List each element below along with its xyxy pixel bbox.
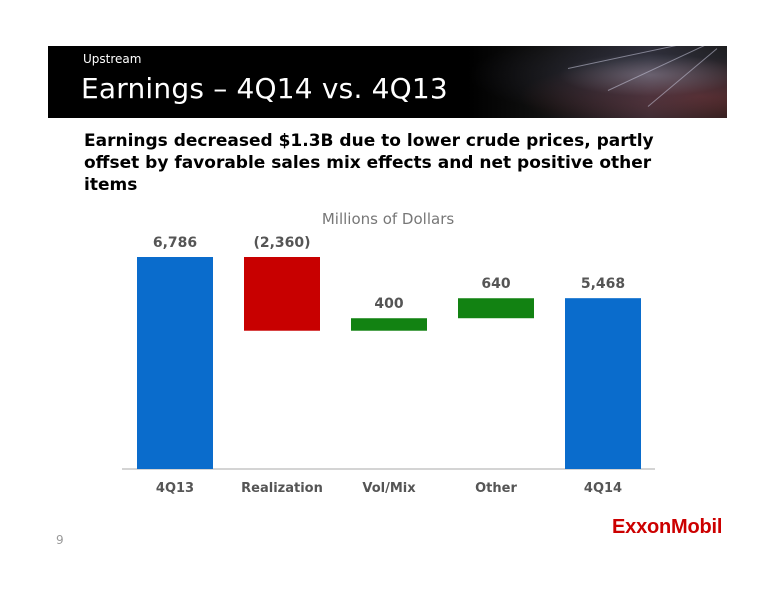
bar-realization: [244, 257, 320, 331]
section-label: Upstream: [83, 52, 142, 66]
header-banner: Upstream Earnings – 4Q14 vs. 4Q13: [48, 46, 727, 118]
page-number: 9: [56, 533, 64, 547]
slide-subtitle: Earnings decreased $1.3B due to lower cr…: [84, 131, 654, 195]
value-label: 640: [481, 276, 510, 292]
value-label: (2,360): [253, 235, 310, 251]
bar-4q14: [565, 298, 641, 469]
bar-4q13: [137, 257, 213, 469]
chart-title: Millions of Dollars: [322, 210, 455, 228]
value-label: 400: [374, 296, 403, 312]
bar-other: [458, 298, 534, 319]
x-tick-label: 4Q13: [156, 481, 194, 496]
value-label: 5,468: [581, 276, 625, 292]
page-title: Earnings – 4Q14 vs. 4Q13: [81, 72, 448, 105]
value-label: 6,786: [153, 235, 197, 251]
bar-vol-mix: [351, 318, 427, 331]
exxonmobil-logo: ExxonMobil: [612, 516, 723, 538]
x-tick-label: 4Q14: [584, 481, 622, 496]
x-tick-label: Realization: [241, 481, 323, 496]
x-tick-label: Other: [475, 481, 517, 496]
banner-background-image: [467, 46, 727, 118]
x-tick-label: Vol/Mix: [362, 481, 416, 496]
